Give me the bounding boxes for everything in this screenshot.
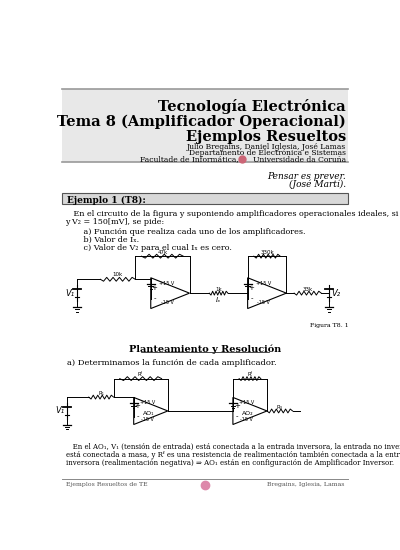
Text: AO₂: AO₂ <box>242 411 254 416</box>
Text: -: - <box>153 295 156 301</box>
Text: -: - <box>250 295 253 301</box>
Text: Pensar es prever.: Pensar es prever. <box>267 172 346 180</box>
Text: En el circuito de la figura y suponiendo amplificadores operacionales ideales, s: En el circuito de la figura y suponiendo… <box>66 210 400 218</box>
Text: a) Función que realiza cada uno de los amplificadores.: a) Función que realiza cada uno de los a… <box>66 228 305 235</box>
Text: (José Martí).: (José Martí). <box>289 180 346 189</box>
Text: +15 V: +15 V <box>140 400 155 405</box>
Text: +: + <box>248 285 254 291</box>
Text: b) Valor de Iₓ.: b) Valor de Iₓ. <box>66 236 139 244</box>
Text: Julio Bregains, Daniel Iglesia, José Lamas: Julio Bregains, Daniel Iglesia, José Lam… <box>187 143 346 151</box>
Text: Tecnología Electrónica: Tecnología Electrónica <box>158 98 346 113</box>
Text: V₁: V₁ <box>56 406 65 415</box>
Text: R₁: R₁ <box>98 390 104 396</box>
Text: En el AO₁, V₁ (tensión de entrada) está conectada a la entrada inversora, la ent: En el AO₁, V₁ (tensión de entrada) está … <box>66 443 400 452</box>
Text: Ejemplos Resueltos: Ejemplos Resueltos <box>186 130 346 144</box>
Text: Iₓ: Iₓ <box>216 297 221 303</box>
Text: 1k: 1k <box>215 287 222 292</box>
Text: R₃: R₃ <box>277 405 283 410</box>
Text: Rᶠ: Rᶠ <box>138 372 143 377</box>
Text: 47k: 47k <box>157 250 168 255</box>
FancyBboxPatch shape <box>62 193 348 204</box>
Text: -: - <box>136 414 139 419</box>
Text: +: + <box>135 403 140 409</box>
Text: Rᶠ: Rᶠ <box>247 372 253 377</box>
Text: Facultade de Informática,      Universidade da Coruña: Facultade de Informática, Universidade d… <box>140 155 346 163</box>
Text: -15 V: -15 V <box>258 300 270 305</box>
Text: +15 V: +15 V <box>256 281 272 286</box>
Text: 330k: 330k <box>260 250 274 255</box>
Text: +: + <box>152 285 158 291</box>
Text: y V₂ = 150[mV], se pide:: y V₂ = 150[mV], se pide: <box>66 218 165 226</box>
Text: c) Valor de V₂ para el cual Iₓ es cero.: c) Valor de V₂ para el cual Iₓ es cero. <box>66 245 231 252</box>
Text: -15 V: -15 V <box>160 300 174 305</box>
Text: 10k: 10k <box>113 272 123 277</box>
FancyBboxPatch shape <box>62 89 348 162</box>
Text: -15 V: -15 V <box>240 417 253 422</box>
Text: Departamento de Electrónica e Sistemas: Departamento de Electrónica e Sistemas <box>189 149 346 157</box>
Text: Bregains, Iglesia, Lamas: Bregains, Iglesia, Lamas <box>267 482 344 487</box>
Text: V₁: V₁ <box>66 289 75 298</box>
Text: Planteamiento y Resolución: Planteamiento y Resolución <box>129 345 281 354</box>
Text: +: + <box>234 403 240 409</box>
Text: -15 V: -15 V <box>141 417 154 422</box>
Text: 33k: 33k <box>302 287 313 292</box>
Text: +15 V: +15 V <box>239 400 254 405</box>
Text: -: - <box>236 414 238 419</box>
Text: a) Determinamos la función de cada amplificador.: a) Determinamos la función de cada ampli… <box>67 359 277 367</box>
Text: V₂: V₂ <box>332 289 340 298</box>
Text: Tema 8 (Amplificador Operacional): Tema 8 (Amplificador Operacional) <box>57 114 346 129</box>
Text: Ejemplo 1 (T8):: Ejemplo 1 (T8): <box>67 195 146 205</box>
Text: AO₁: AO₁ <box>143 411 154 416</box>
Text: inversora (realimentación negativa) ⇒ AO₁ están en configuración de Amplificador: inversora (realimentación negativa) ⇒ AO… <box>66 459 394 467</box>
Text: Figura T8. 1: Figura T8. 1 <box>310 323 348 328</box>
Text: Ejemplos Resueltos de TE: Ejemplos Resueltos de TE <box>66 482 147 487</box>
Text: está conectada a masa, y Rᶠ es una resistencia de realimentación también conecta: está conectada a masa, y Rᶠ es una resis… <box>66 451 400 459</box>
Text: +15 V: +15 V <box>159 281 175 286</box>
